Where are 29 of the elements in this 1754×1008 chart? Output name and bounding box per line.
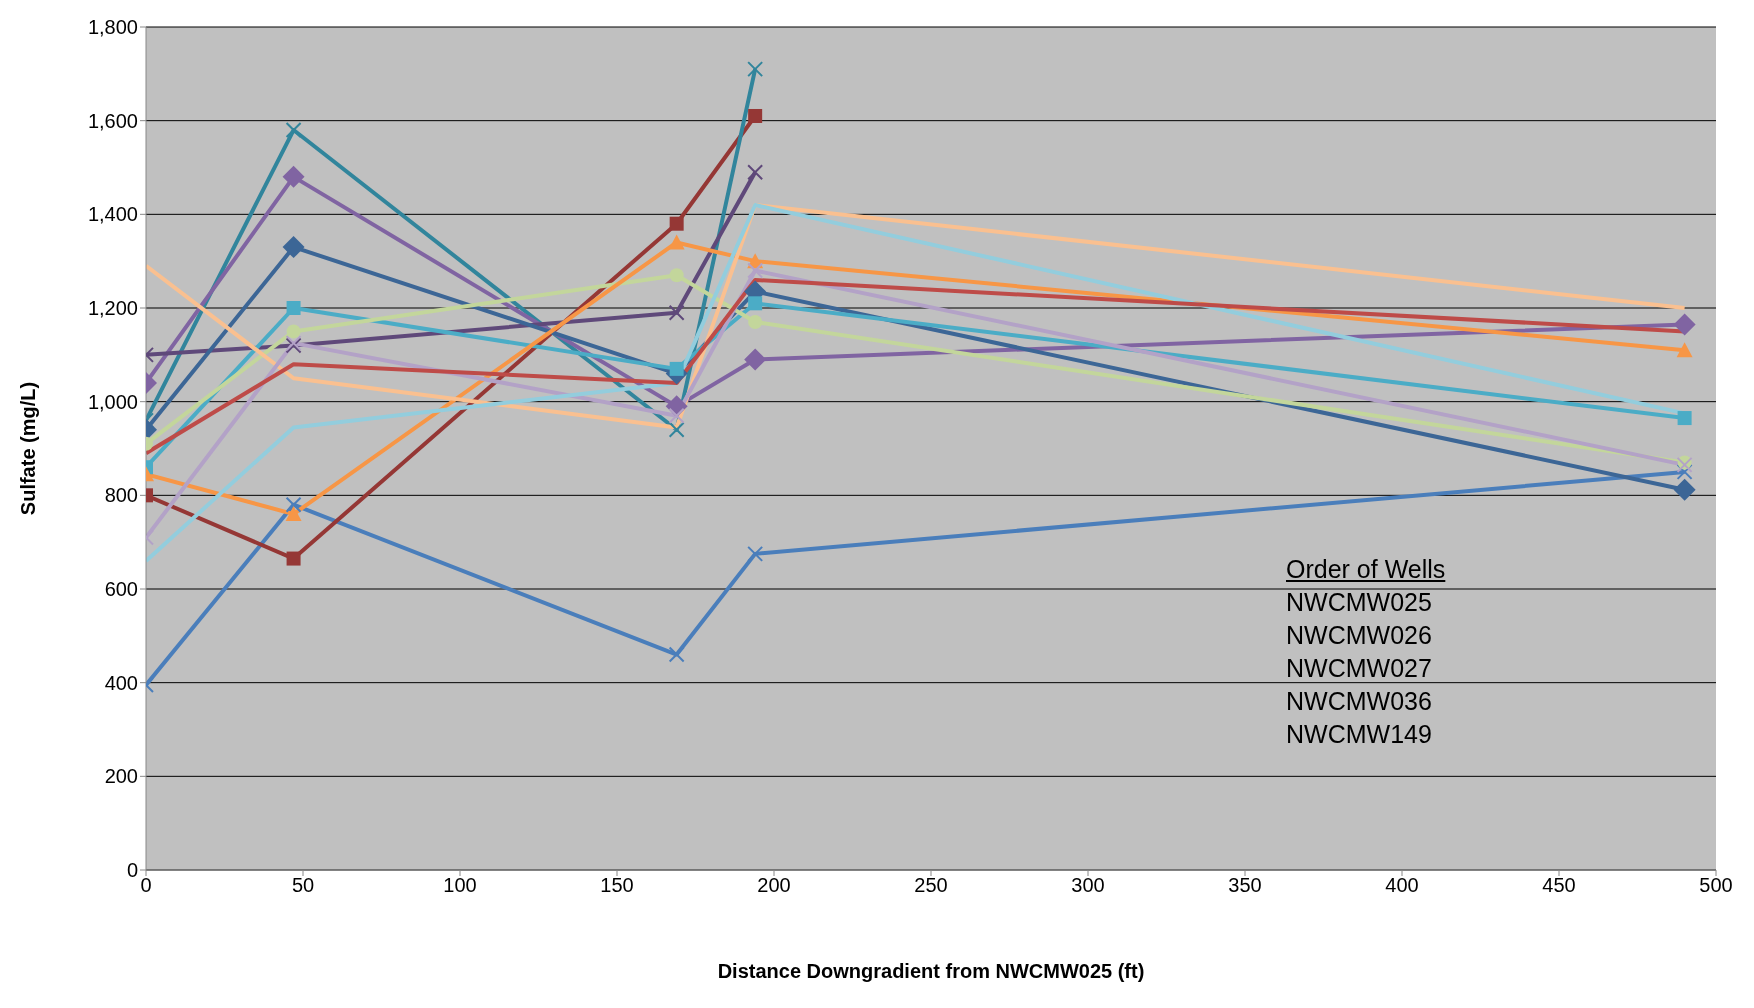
annotation: NWCMW025	[1286, 587, 1433, 618]
y-tick-label: 0	[126, 859, 138, 882]
y-axis-title: Sulfate (mg/L)	[17, 381, 40, 516]
x-tick-label: 0	[140, 874, 152, 897]
y-tick-label: 400	[104, 671, 138, 694]
y-tick-label: 1,600	[87, 109, 138, 132]
x-tick-label: 450	[1542, 874, 1576, 897]
x-tick-label: 50	[291, 874, 315, 897]
annotation: NWCMW036	[1286, 686, 1433, 717]
annotation: NWCMW026	[1286, 620, 1433, 651]
y-tick-label: 1,200	[87, 297, 138, 320]
y-tick-label: 1,400	[87, 203, 138, 226]
y-tick-label: 1,800	[87, 16, 138, 39]
y-tick-label: 200	[104, 765, 138, 788]
y-tick-label: 800	[104, 484, 138, 507]
annotation: Order of Wells	[1286, 554, 1446, 585]
y-tick-label: 1,000	[87, 390, 138, 413]
x-tick-label: 300	[1071, 874, 1105, 897]
x-tick-label: 500	[1699, 874, 1733, 897]
annotation: NWCMW149	[1286, 719, 1433, 750]
x-tick-label: 200	[757, 874, 791, 897]
y-tick-label: 600	[104, 578, 138, 601]
x-tick-label: 100	[443, 874, 477, 897]
annotation: NWCMW027	[1286, 653, 1433, 684]
x-tick-label: 350	[1228, 874, 1262, 897]
x-tick-label: 250	[914, 874, 948, 897]
x-axis-title: Distance Downgradient from NWCMW025 (ft)	[717, 960, 1145, 982]
x-tick-label: 150	[600, 874, 634, 897]
x-tick-label: 400	[1385, 874, 1419, 897]
